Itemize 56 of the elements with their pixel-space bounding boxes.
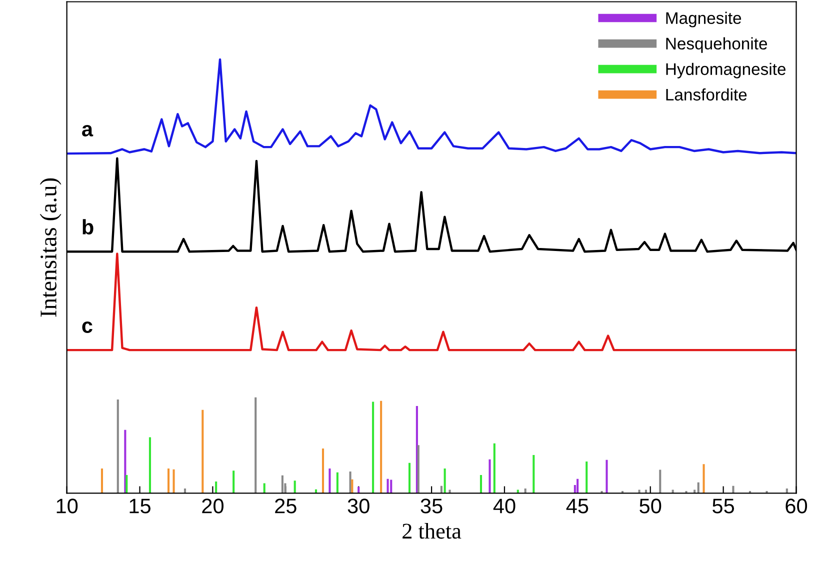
bar bbox=[480, 475, 482, 494]
bar bbox=[351, 479, 354, 494]
legend-label: Lansfordite bbox=[666, 88, 747, 101]
bar bbox=[732, 486, 734, 494]
x-tick-label: 40 bbox=[493, 498, 516, 514]
bar bbox=[281, 475, 284, 494]
x-tick-label: 50 bbox=[640, 498, 662, 514]
bar bbox=[386, 478, 389, 494]
bar bbox=[659, 470, 662, 494]
bar bbox=[294, 480, 296, 494]
x-tick-label: 45 bbox=[566, 498, 588, 514]
bar bbox=[336, 472, 338, 494]
bar bbox=[697, 482, 700, 494]
bar bbox=[126, 475, 128, 494]
bar bbox=[215, 482, 218, 494]
x-tick-label: 10 bbox=[56, 498, 78, 514]
bar bbox=[232, 470, 235, 494]
bar bbox=[417, 445, 420, 494]
bar bbox=[380, 400, 382, 494]
x-axis-title: 2 theta bbox=[402, 523, 462, 539]
series-label: a bbox=[82, 125, 94, 136]
bar bbox=[124, 430, 126, 494]
x-tick-label: 20 bbox=[202, 498, 224, 514]
bar bbox=[576, 478, 579, 494]
bar bbox=[202, 410, 204, 494]
legend-label: Nesquehonite bbox=[666, 37, 768, 53]
bar bbox=[390, 480, 392, 494]
x-tick-label: 35 bbox=[420, 498, 442, 514]
bar bbox=[254, 397, 257, 494]
bar bbox=[444, 468, 446, 494]
bar bbox=[702, 464, 705, 494]
bar bbox=[172, 469, 175, 494]
series-label: c bbox=[82, 322, 92, 333]
legend-label: Hydromagnesite bbox=[666, 62, 786, 78]
bar bbox=[167, 468, 170, 494]
bar bbox=[328, 468, 331, 494]
bar bbox=[408, 462, 411, 494]
bar bbox=[532, 455, 535, 494]
x-tick-label: 15 bbox=[130, 498, 150, 514]
bar bbox=[322, 448, 324, 494]
bar bbox=[488, 459, 491, 494]
bar bbox=[372, 402, 374, 494]
bar bbox=[100, 468, 104, 494]
series-label: b bbox=[82, 219, 94, 234]
bar bbox=[116, 400, 119, 494]
bar bbox=[493, 443, 496, 494]
x-tick-label: 25 bbox=[275, 498, 296, 514]
bar bbox=[606, 460, 608, 494]
x-tick-label: 30 bbox=[348, 498, 370, 514]
y-axis-title: Intensitas (a.u) bbox=[40, 178, 62, 317]
legend-label: Magnesite bbox=[666, 12, 742, 28]
bar bbox=[148, 437, 152, 494]
bar bbox=[263, 483, 266, 494]
bar bbox=[586, 462, 588, 494]
x-tick-label: 55 bbox=[712, 498, 734, 514]
x-tick-label: 60 bbox=[786, 498, 808, 514]
